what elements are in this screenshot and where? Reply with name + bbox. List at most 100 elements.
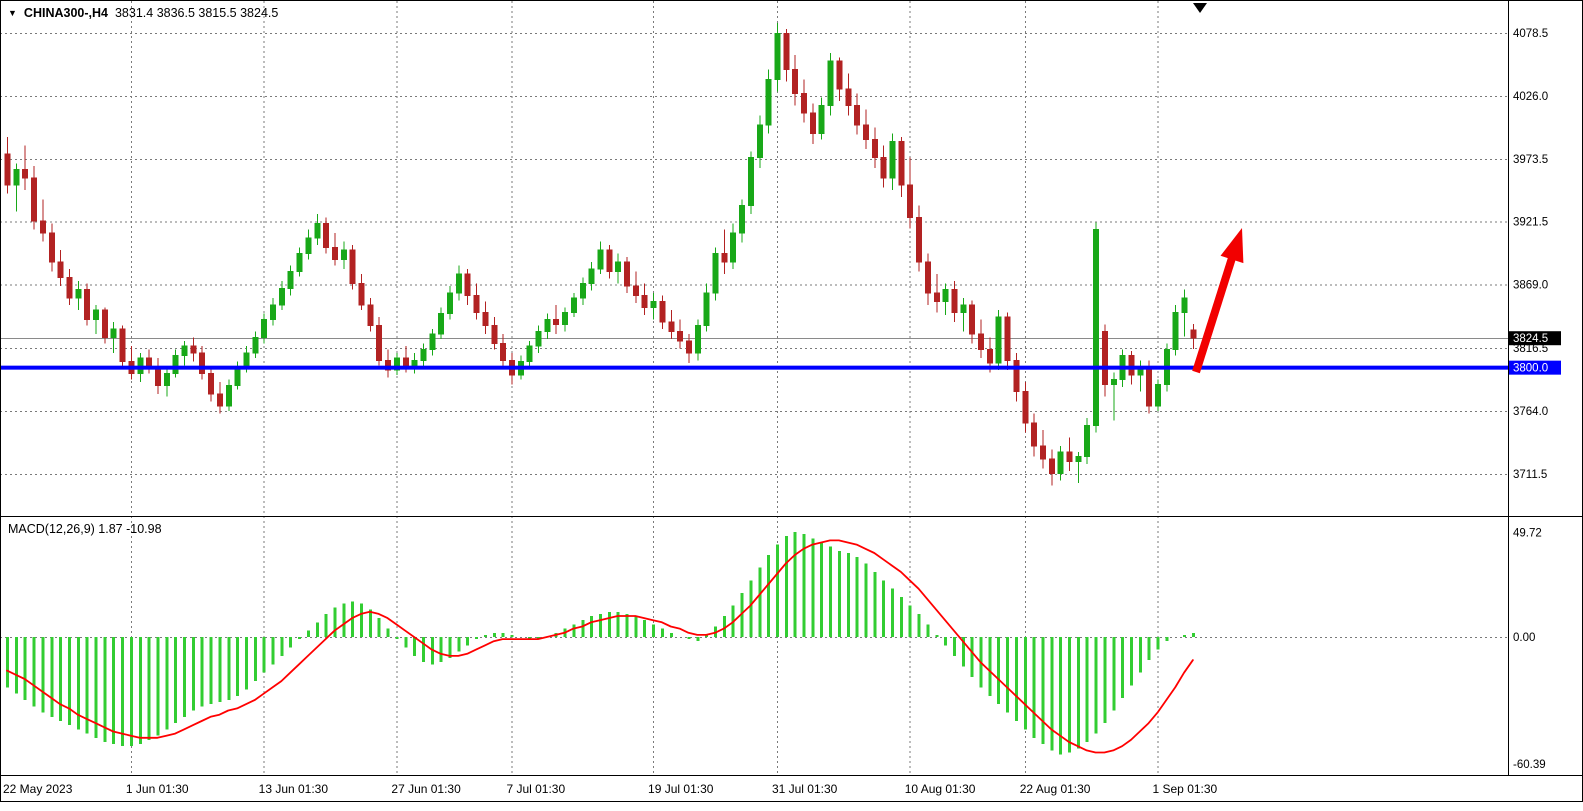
candle-up [270, 304, 276, 321]
candle-up [455, 273, 462, 294]
candle-down [482, 311, 489, 327]
candle-down [208, 373, 215, 395]
candle-up [1057, 451, 1064, 474]
candle-down [907, 184, 914, 218]
candle-up [774, 33, 781, 80]
candle-up [995, 316, 1002, 364]
candle-up [747, 156, 754, 206]
candle-down [464, 273, 471, 297]
candle-up [438, 313, 445, 335]
candle-down [898, 141, 905, 186]
candle-down [668, 321, 675, 333]
macd-axis-label: 49.72 [1513, 528, 1542, 540]
candle-up [597, 249, 604, 270]
candle-up [889, 141, 896, 179]
trend-arrow-head[interactable] [1220, 228, 1244, 264]
candle-down [84, 289, 91, 321]
time-axis-label: 31 Jul 01:30 [772, 782, 838, 796]
price-axis-label: 3816.5 [1513, 343, 1548, 355]
price-axis-label: 3921.5 [1513, 217, 1548, 229]
candle-up [420, 349, 427, 361]
price-axis-label: 3711.5 [1513, 469, 1547, 481]
candle-down [1128, 355, 1135, 376]
candle-up [278, 287, 285, 306]
candle-up [261, 319, 268, 339]
candle-down [606, 249, 613, 273]
candle-down [1066, 451, 1073, 462]
candle-up [1093, 228, 1100, 426]
candle-up [225, 385, 232, 407]
candle-up [1084, 424, 1091, 458]
candle-up [314, 222, 321, 239]
candle-down [190, 345, 197, 354]
candle-up [544, 319, 551, 333]
candle-up [93, 309, 99, 321]
time-axis-label: 13 Jun 01:30 [259, 782, 329, 796]
time-axis-label: 22 Aug 01:30 [1020, 782, 1091, 796]
candle-down [854, 105, 861, 126]
current-price-marker-label: 3824.5 [1513, 333, 1548, 345]
price-axis-label: 3869.0 [1513, 280, 1548, 292]
candle-up [739, 204, 746, 234]
candle-up [1181, 297, 1188, 313]
macd-signal-line [6, 539, 1194, 754]
candle-up [535, 331, 542, 347]
candle-down [154, 367, 161, 387]
candle-up [110, 328, 117, 339]
candle-up [818, 105, 825, 134]
candle-up [1075, 456, 1082, 462]
candle-down [1013, 359, 1020, 393]
candle-down [216, 393, 223, 407]
candle-down [801, 93, 807, 114]
candle-down [367, 304, 374, 327]
ohlc-values: 3831.4 3836.5 3815.5 3824.5 [114, 6, 279, 20]
candle-up [287, 271, 294, 289]
candle-up [730, 232, 737, 263]
candle-up [615, 261, 622, 273]
candle-down [119, 328, 126, 363]
candle-down [924, 261, 931, 294]
chart-title: ▼ CHINA300-,H4 3831.4 3836.5 3815.5 3824… [8, 6, 278, 20]
scroll-to-end-marker-icon[interactable] [1193, 3, 1207, 13]
candle-down [721, 252, 728, 263]
candle-down [685, 340, 692, 354]
candle-down [845, 88, 852, 107]
candle-up [234, 367, 241, 387]
candle-down [792, 69, 799, 95]
candle-up [1172, 311, 1179, 351]
candle-down [880, 156, 887, 179]
candle-up [694, 325, 701, 354]
trend-arrow-shaft[interactable] [1192, 256, 1236, 374]
candle-down [659, 301, 666, 323]
candle-down [31, 177, 38, 222]
candle-up [447, 292, 453, 315]
candle-down [1039, 445, 1046, 460]
candle-down [969, 304, 976, 335]
candle-down [1146, 367, 1153, 407]
candle-up [650, 301, 657, 309]
candle-up [172, 355, 179, 375]
candle-up [429, 333, 436, 351]
candle-up [570, 297, 577, 313]
candle-up [756, 124, 763, 158]
candle-down [22, 168, 29, 179]
candle-down [1031, 422, 1038, 447]
candle-down [641, 295, 648, 309]
time-axis-label: 1 Jun 01:30 [126, 782, 189, 796]
time-axis-label: 1 Sep 01:30 [1153, 782, 1218, 796]
candle-down [57, 261, 64, 279]
macd-axis-label: -60.39 [1513, 759, 1546, 771]
symbol-dropdown-icon[interactable]: ▼ [8, 7, 17, 18]
candle-up [181, 345, 188, 357]
candle-up [340, 249, 347, 261]
candle-up [243, 352, 250, 369]
candle-down [358, 283, 365, 306]
time-axis-label: 27 Jun 01:30 [391, 782, 461, 796]
horizontal-line-3800[interactable] [0, 365, 1508, 370]
candle-up [296, 252, 303, 273]
candle-down [836, 60, 843, 90]
candle-up [1110, 379, 1117, 385]
candle-up [411, 359, 418, 366]
